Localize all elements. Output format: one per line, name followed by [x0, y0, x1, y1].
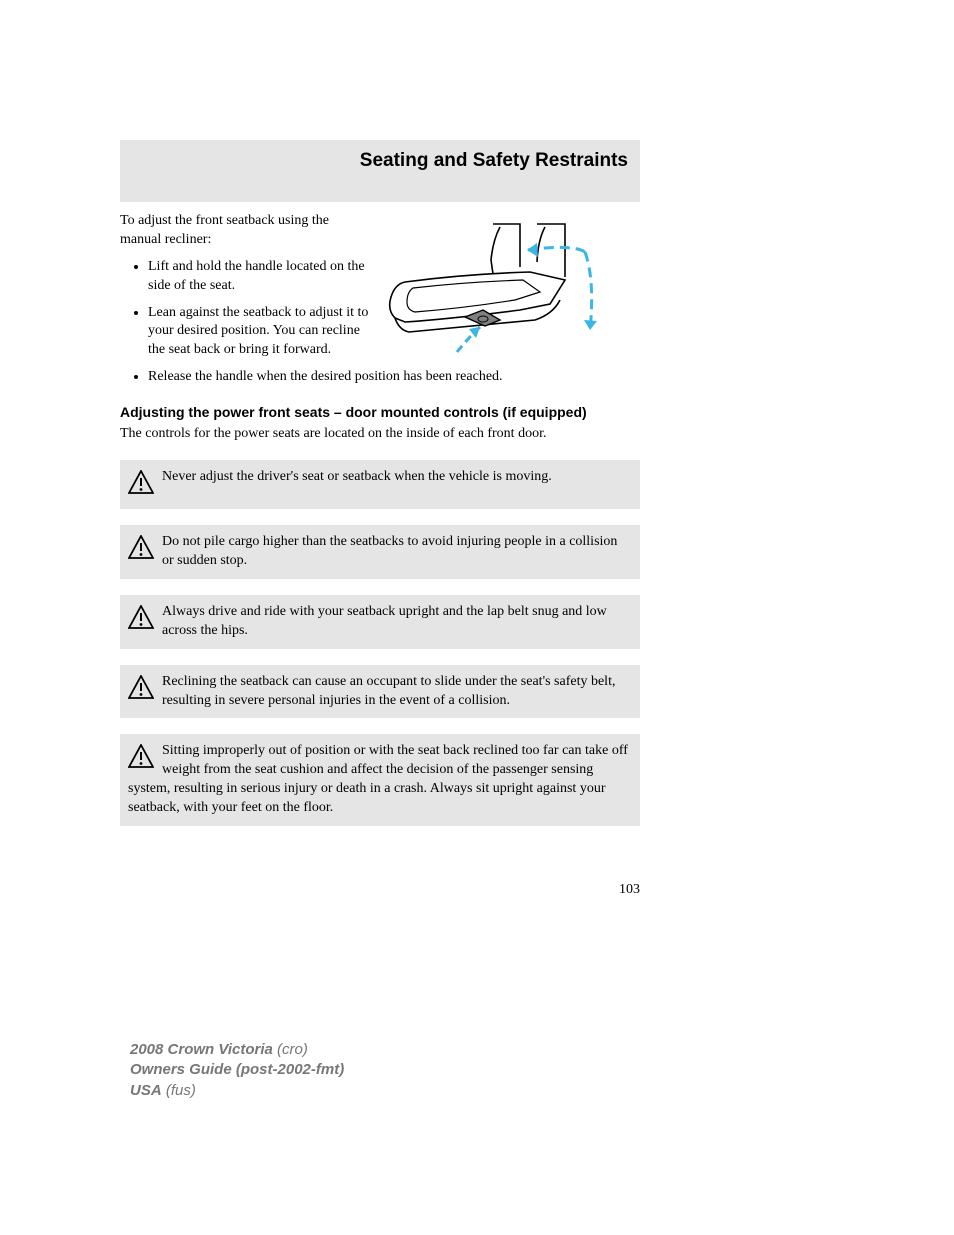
warning-box: Do not pile cargo higher than the seatba…: [120, 525, 640, 579]
page-footer: 2008 Crown Victoria (cro) Owners Guide (…: [130, 1040, 344, 1101]
warning-text: Sitting improperly out of position or wi…: [128, 743, 628, 815]
warning-icon: [128, 470, 154, 501]
warning-icon: [128, 675, 154, 706]
section-title: Seating and Safety Restraints: [120, 150, 640, 192]
footer-line: Owners Guide (post-2002-fmt): [130, 1060, 344, 1080]
intro-text: To adjust the front seatback using the m…: [120, 212, 370, 250]
warning-icon: [128, 744, 154, 775]
warning-text: Do not pile cargo higher than the seatba…: [162, 534, 617, 568]
warning-text: Always drive and ride with your seatback…: [162, 604, 607, 638]
footer-region: USA: [130, 1082, 162, 1099]
warning-box: Sitting improperly out of position or wi…: [120, 734, 640, 826]
footer-guide: Owners Guide (post-2002-fmt): [130, 1061, 344, 1078]
subsection-heading: Adjusting the power front seats – door m…: [120, 403, 640, 421]
warning-text: Never adjust the driver's seat or seatba…: [162, 469, 552, 484]
warning-box: Always drive and ride with your seatback…: [120, 595, 640, 649]
seat-diagram: [385, 222, 615, 362]
subsection-body: The controls for the power seats are loc…: [120, 425, 640, 444]
instruction-bullets-full: Release the handle when the desired posi…: [120, 368, 640, 387]
footer-line: USA (fus): [130, 1081, 344, 1101]
warning-text: Reclining the seatback can cause an occu…: [162, 674, 615, 708]
instruction-bullets: Lift and hold the handle located on the …: [120, 258, 380, 360]
bullet-item: Release the handle when the desired posi…: [148, 368, 640, 387]
footer-line: 2008 Crown Victoria (cro): [130, 1040, 344, 1060]
bullet-item: Lift and hold the handle located on the …: [148, 258, 380, 296]
warning-icon: [128, 535, 154, 566]
page-number: 103: [120, 882, 640, 898]
bullet-item: Lean against the seatback to adjust it t…: [148, 304, 380, 361]
warning-box: Reclining the seatback can cause an occu…: [120, 665, 640, 719]
footer-code: (fus): [162, 1082, 196, 1099]
footer-vehicle: 2008 Crown Victoria: [130, 1041, 273, 1058]
warning-icon: [128, 605, 154, 636]
footer-code: (cro): [273, 1041, 308, 1058]
warning-box: Never adjust the driver's seat or seatba…: [120, 460, 640, 509]
